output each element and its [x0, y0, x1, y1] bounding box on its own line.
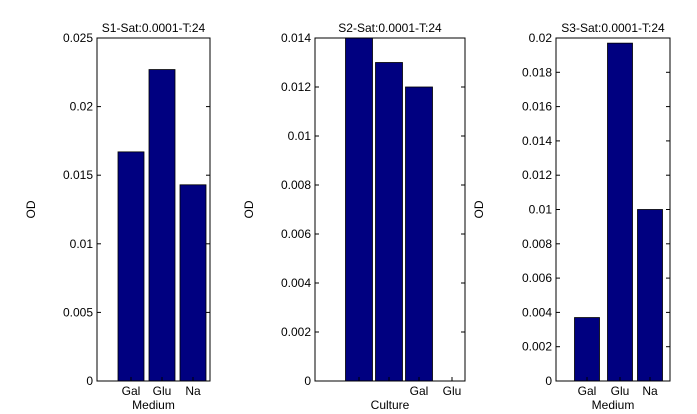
x-axis-label: Culture — [371, 398, 410, 412]
x-tick-label: Glu — [611, 384, 630, 398]
bar-3 — [179, 184, 207, 382]
bar-1 — [574, 317, 600, 382]
bar-3 — [405, 86, 433, 382]
subplot-3: 0 0.002 0.004 0.006 0.008 0.01 0.012 0.014 0.016… — [472, 21, 671, 412]
x-axis-label: Medium — [132, 398, 175, 412]
x-tick-label: Glu — [443, 384, 462, 398]
subplot-2: 0 0.002 0.004 0.006 0.008 0.01 0.012 0.014 Gal Gl… — [242, 21, 466, 412]
bar-2 — [375, 62, 403, 382]
x-tick-label: Na — [185, 384, 201, 398]
y-tick-label: 0.02 — [70, 100, 94, 114]
y-tick-label: 0 — [86, 374, 93, 388]
bar-1 — [345, 37, 373, 382]
x-tick-label: Gal — [578, 384, 597, 398]
subplot-title: S2-Sat:0.0001-T:24 — [338, 21, 442, 35]
bar-1 — [117, 151, 145, 382]
y-tick-label: 0.01 — [70, 237, 94, 251]
y-tick-label: 0.008 — [522, 237, 552, 251]
x-axis-label: Medium — [592, 398, 635, 412]
subplot-title: S3-Sat:0.0001-T:24 — [561, 21, 665, 35]
y-tick-label: 0.012 — [522, 168, 552, 182]
y-tick-label: 0.002 — [522, 340, 552, 354]
y-axis-label: OD — [472, 200, 486, 218]
y-tick-label: 0.008 — [281, 178, 311, 192]
y-tick-label: 0.02 — [529, 31, 553, 45]
y-tick-label: 0.005 — [63, 305, 93, 319]
y-tick-label: 0.01 — [288, 129, 312, 143]
axes-box — [96, 37, 211, 382]
y-tick-label: 0.004 — [281, 276, 311, 290]
y-axis-label: OD — [24, 200, 38, 218]
axes-box — [314, 37, 466, 382]
y-tick-label: 0.014 — [522, 134, 552, 148]
y-tick-label: 0.018 — [522, 65, 552, 79]
y-tick-label: 0.002 — [281, 325, 311, 339]
y-tick-label: 0.025 — [63, 31, 93, 45]
subplot-title: S1-Sat:0.0001-T:24 — [102, 21, 206, 35]
y-tick-label: 0.012 — [281, 80, 311, 94]
y-tick-label: 0 — [304, 374, 311, 388]
y-tick-label: 0 — [545, 374, 552, 388]
x-tick-label: Na — [642, 384, 658, 398]
y-tick-label: 0.004 — [522, 305, 552, 319]
y-axis-label: OD — [242, 200, 256, 218]
x-tick-label: Gal — [122, 384, 141, 398]
bar-2 — [607, 42, 633, 382]
y-tick-label: 0.006 — [522, 271, 552, 285]
bar-3 — [637, 209, 663, 382]
y-tick-label: 0.016 — [522, 100, 552, 114]
y-tick-label: 0.006 — [281, 227, 311, 241]
y-tick-label: 0.01 — [529, 203, 553, 217]
x-tick-label: Glu — [153, 384, 172, 398]
bar-2 — [148, 69, 176, 382]
y-tick-label: 0.014 — [281, 31, 311, 45]
x-tick-label: Gal — [410, 384, 429, 398]
subplot-1: 0 0.005 0.01 0.015 0.02 0.025 Gal Glu Na S1-Sat:0… — [24, 21, 211, 412]
y-tick-label: 0.015 — [63, 168, 93, 182]
